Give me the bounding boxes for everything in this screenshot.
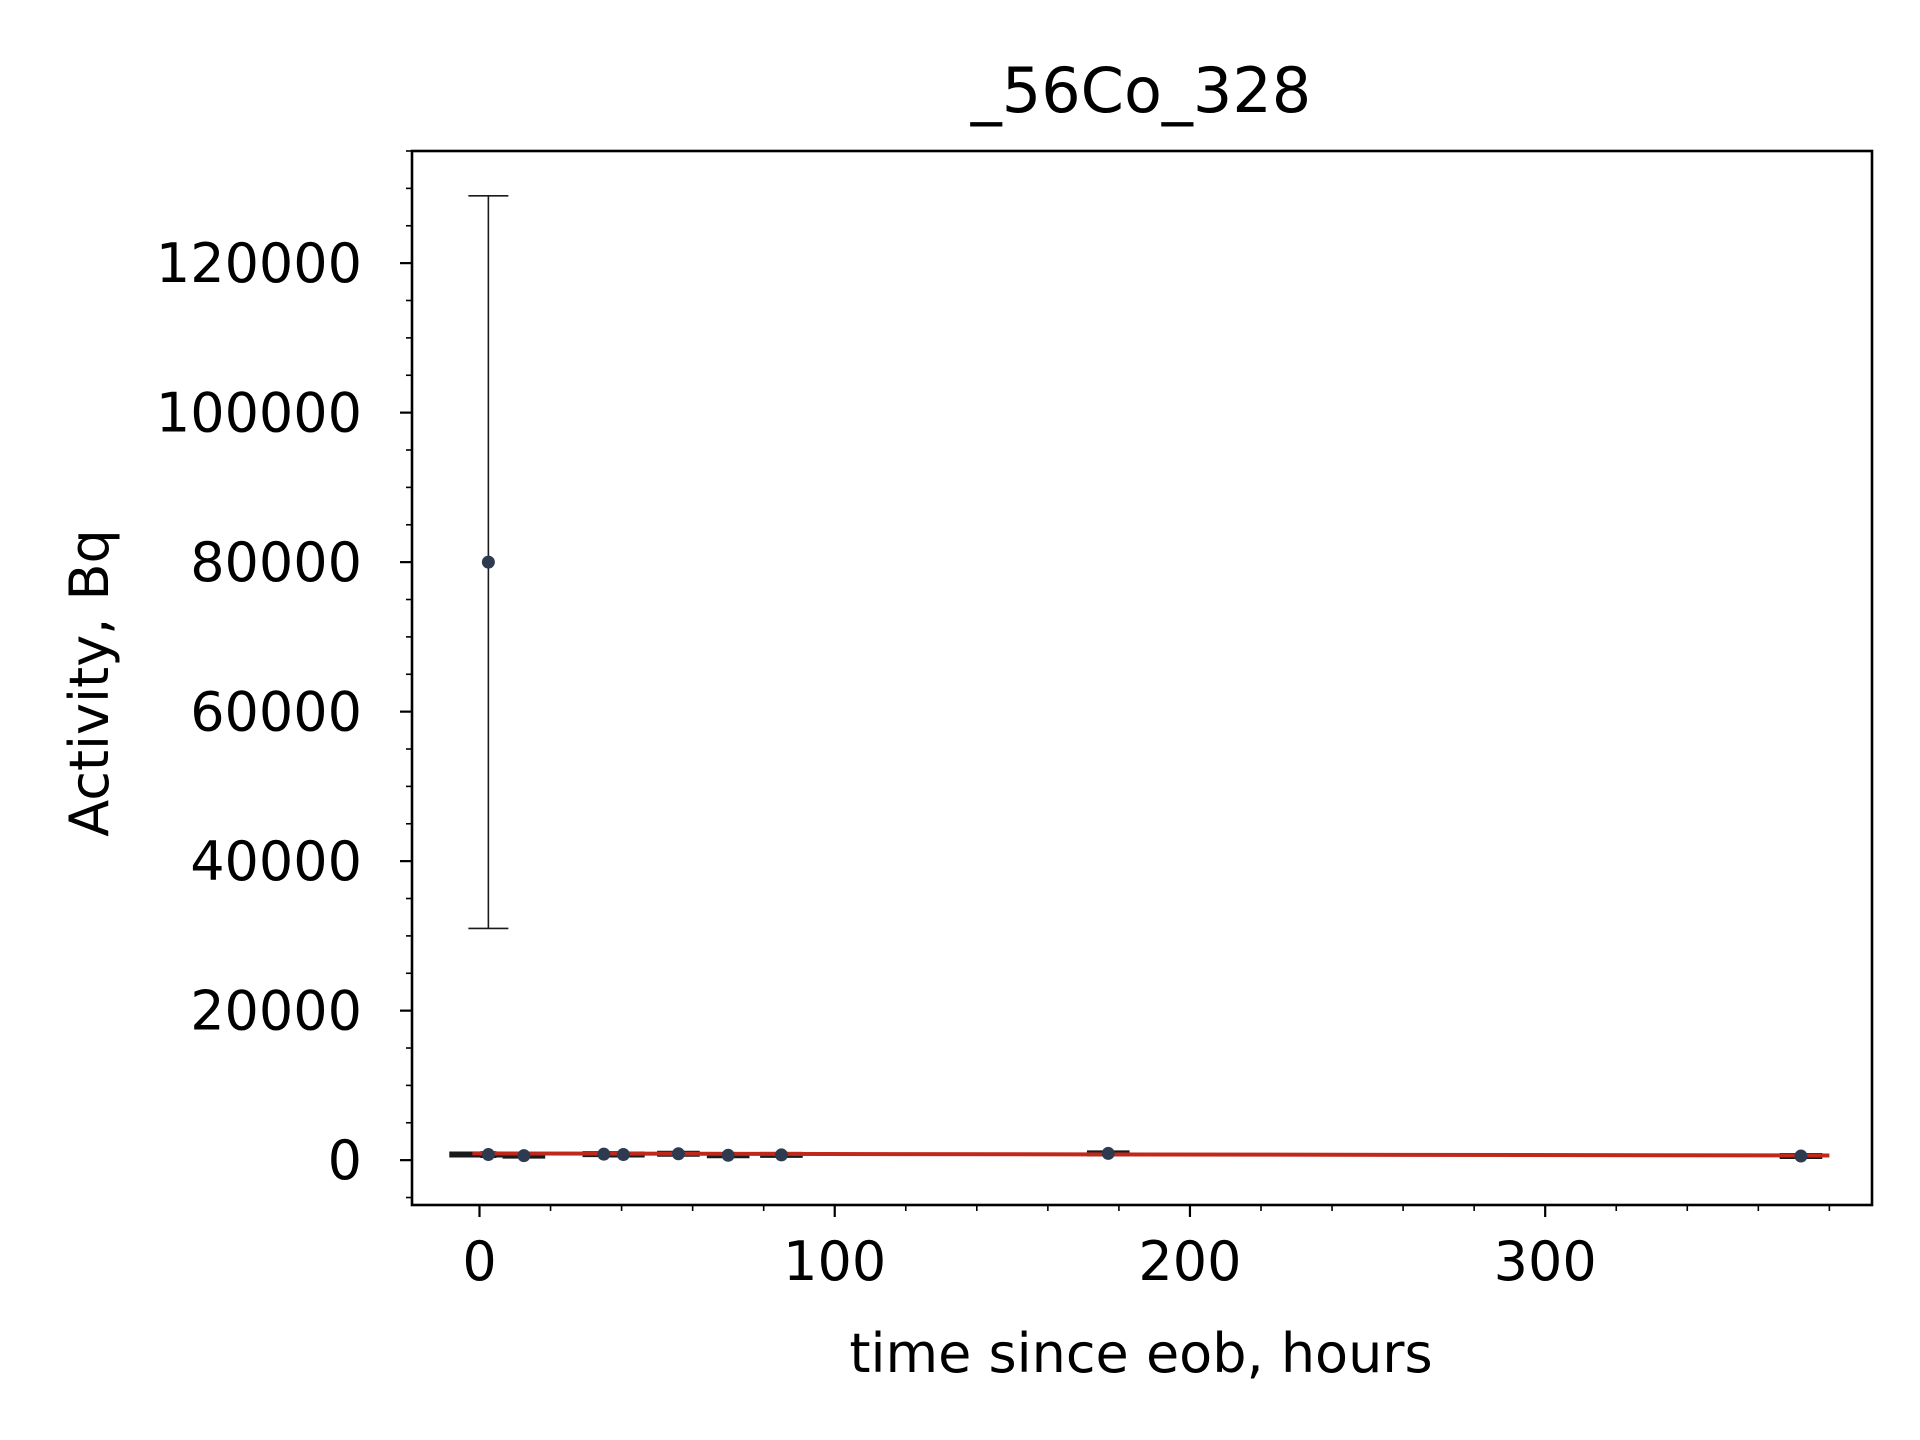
data-point-4 — [616, 1148, 630, 1162]
plot-frame — [410, 149, 1874, 1207]
chart-title: _56Co_328 — [970, 54, 1311, 127]
y-tick-label-4: 80000 — [190, 531, 362, 594]
data-point-8 — [1101, 1146, 1115, 1160]
y-tick-label-6: 120000 — [156, 232, 362, 295]
x-tick-label-2: 200 — [1138, 1230, 1241, 1293]
x-axis-label: time since eob, hours — [849, 1322, 1432, 1385]
x-axis-ticks: 0 100 200 300 — [462, 1205, 1831, 1293]
y-tick-label-3: 60000 — [190, 681, 362, 744]
y-tick-label-0: 0 — [328, 1129, 362, 1192]
y-axis-label: Activity, Bq — [58, 529, 121, 837]
error-bars — [449, 195, 1823, 1160]
x-tick-label-0: 0 — [462, 1230, 496, 1293]
data-point-3 — [597, 1147, 611, 1161]
data-points — [481, 555, 1808, 1163]
x-tick-label-1: 100 — [783, 1230, 886, 1293]
fit-line-group — [472, 1151, 1830, 1158]
data-point-1 — [481, 1148, 495, 1162]
fit-line — [472, 1151, 1830, 1158]
data-point-6 — [721, 1148, 735, 1162]
data-point-2 — [517, 1149, 531, 1163]
y-tick-label-5: 100000 — [156, 382, 362, 445]
y-tick-label-1: 20000 — [190, 980, 362, 1043]
y-tick-label-2: 40000 — [190, 830, 362, 893]
x-tick-label-3: 300 — [1494, 1230, 1597, 1293]
y-axis-ticks: 0 20000 40000 60000 80000 100000 120000 — [156, 150, 412, 1199]
data-point-5 — [671, 1147, 685, 1161]
data-point-0 — [481, 555, 495, 569]
data-point-7 — [774, 1148, 788, 1162]
data-point-9 — [1794, 1149, 1808, 1163]
